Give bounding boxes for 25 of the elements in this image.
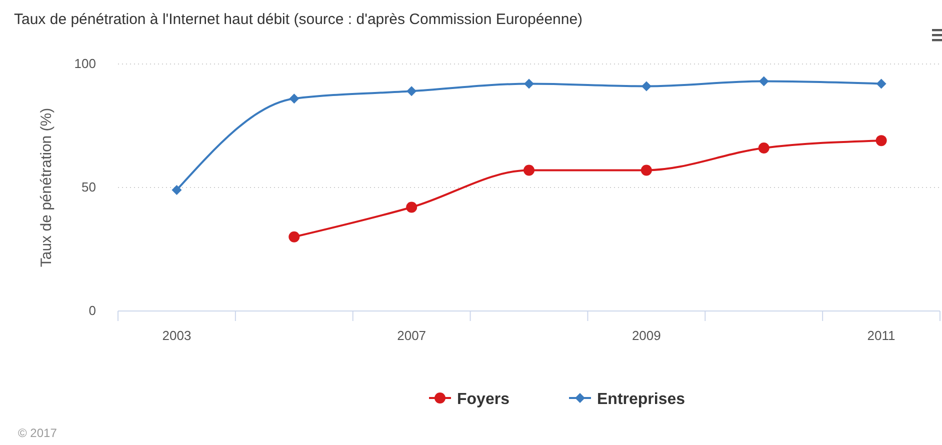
point — [406, 86, 417, 96]
y-tick-label: 0 — [88, 303, 96, 318]
chart-title: Taux de pénétration à l'Internet haut débit (source : d'après Commission Européenne) — [14, 11, 583, 28]
point — [641, 81, 652, 92]
x-tick-label: 2007 — [397, 328, 426, 343]
text: © 2017 — [18, 426, 58, 440]
x-tick-label: 2003 — [162, 328, 192, 343]
y-tick-label: 50 — [82, 180, 96, 194]
point — [524, 164, 534, 176]
legend-label: Foyers — [457, 391, 510, 408]
point — [758, 142, 770, 154]
point — [406, 202, 418, 213]
point — [289, 94, 300, 104]
point — [172, 184, 182, 195]
point — [758, 76, 769, 86]
point — [288, 231, 300, 242]
point — [876, 135, 887, 146]
y-axis-title: Taux de pénétration (%) — [38, 108, 55, 268]
point — [876, 78, 886, 89]
y-tick-label: 100 — [74, 56, 96, 71]
point — [640, 164, 652, 176]
point — [524, 78, 534, 89]
x-tick-label: 2009 — [632, 328, 661, 343]
legend-label: Entreprises — [597, 391, 686, 408]
x-tick-label: 2011 — [867, 328, 896, 343]
